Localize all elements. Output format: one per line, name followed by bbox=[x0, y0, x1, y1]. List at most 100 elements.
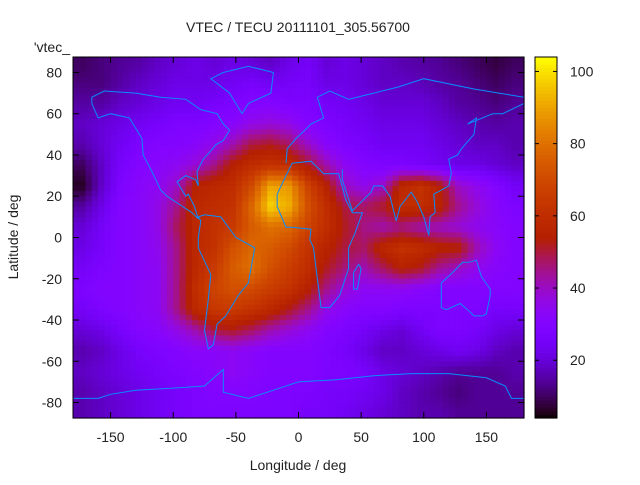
heatmap-cell bbox=[235, 62, 243, 68]
heatmap-cell bbox=[342, 227, 350, 233]
heatmap-cell bbox=[273, 154, 281, 161]
heatmap-cell bbox=[386, 93, 394, 99]
heatmap-cell bbox=[342, 356, 350, 362]
heatmap-cell bbox=[73, 67, 80, 74]
heatmap-cell bbox=[311, 72, 318, 79]
heatmap-cell bbox=[461, 211, 469, 218]
heatmap-cell bbox=[129, 263, 137, 270]
heatmap-cell bbox=[141, 206, 149, 213]
heatmap-cell bbox=[298, 299, 306, 306]
heatmap-cell bbox=[204, 206, 212, 213]
heatmap-cell bbox=[480, 139, 488, 146]
heatmap-cell bbox=[348, 185, 356, 192]
heatmap-cell bbox=[411, 350, 419, 357]
heatmap-cell bbox=[354, 392, 362, 398]
heatmap-cell bbox=[342, 350, 350, 357]
heatmap-cell bbox=[79, 289, 87, 295]
heatmap-cell bbox=[98, 227, 105, 233]
heatmap-cell bbox=[423, 299, 431, 306]
heatmap-cell bbox=[336, 149, 343, 156]
heatmap-cell bbox=[248, 361, 256, 368]
heatmap-cell bbox=[329, 320, 337, 326]
heatmap-cell bbox=[123, 98, 130, 105]
heatmap-cell bbox=[104, 320, 112, 326]
heatmap-cell bbox=[467, 108, 475, 115]
heatmap-cell bbox=[342, 247, 350, 254]
heatmap-cell bbox=[160, 350, 168, 357]
heatmap-cell bbox=[129, 330, 137, 337]
heatmap-cell bbox=[517, 242, 525, 249]
heatmap-cell bbox=[192, 356, 199, 362]
heatmap-cell bbox=[336, 98, 343, 105]
heatmap-cell bbox=[242, 227, 249, 233]
heatmap-cell bbox=[254, 129, 262, 135]
heatmap-cell bbox=[298, 283, 306, 290]
heatmap-cell bbox=[110, 263, 118, 270]
heatmap-cell bbox=[492, 366, 500, 373]
heatmap-cell bbox=[198, 87, 206, 94]
heatmap-cell bbox=[91, 72, 99, 79]
heatmap-cell bbox=[85, 247, 93, 254]
heatmap-cell bbox=[467, 356, 475, 362]
heatmap-cell bbox=[336, 314, 343, 321]
heatmap-cell bbox=[185, 325, 193, 331]
heatmap-cell bbox=[336, 129, 343, 135]
heatmap-cell bbox=[123, 294, 130, 300]
heatmap-cell bbox=[367, 139, 375, 146]
heatmap-cell bbox=[367, 57, 375, 63]
heatmap-cell bbox=[198, 283, 206, 290]
heatmap-cell bbox=[386, 397, 394, 404]
heatmap-cell bbox=[229, 340, 237, 347]
heatmap-cell bbox=[411, 268, 419, 275]
heatmap-cell bbox=[298, 392, 306, 398]
heatmap-cell bbox=[267, 247, 275, 254]
heatmap-cell bbox=[354, 387, 362, 393]
heatmap-cell bbox=[411, 304, 419, 311]
heatmap-cell bbox=[110, 412, 118, 419]
heatmap-cell bbox=[260, 201, 268, 208]
heatmap-cell bbox=[198, 227, 206, 233]
heatmap-cell bbox=[323, 139, 331, 146]
heatmap-cell bbox=[492, 387, 500, 393]
heatmap-cell bbox=[91, 160, 99, 166]
heatmap-cell bbox=[317, 387, 325, 393]
heatmap-cell bbox=[235, 392, 243, 398]
heatmap-cell bbox=[317, 252, 325, 259]
heatmap-cell bbox=[323, 196, 331, 202]
heatmap-cell bbox=[311, 402, 318, 409]
heatmap-cell bbox=[430, 340, 437, 347]
heatmap-cell bbox=[98, 87, 105, 94]
heatmap-cell bbox=[473, 335, 481, 342]
heatmap-cell bbox=[329, 160, 337, 166]
heatmap-cell bbox=[348, 196, 356, 202]
heatmap-cell bbox=[348, 325, 356, 331]
heatmap-cell bbox=[273, 124, 281, 130]
heatmap-cell bbox=[348, 268, 356, 275]
heatmap-cell bbox=[442, 283, 450, 290]
heatmap-cell bbox=[473, 129, 481, 135]
heatmap-cell bbox=[123, 149, 130, 156]
heatmap-cell bbox=[473, 103, 481, 110]
heatmap-cell bbox=[91, 278, 99, 285]
heatmap-cell bbox=[336, 392, 343, 398]
heatmap-cell bbox=[148, 108, 156, 115]
heatmap-cell bbox=[204, 185, 212, 192]
heatmap-cell bbox=[292, 320, 300, 326]
heatmap-cell bbox=[379, 237, 387, 244]
heatmap-cell bbox=[461, 278, 469, 285]
heatmap-cell bbox=[148, 340, 156, 347]
heatmap-cell bbox=[79, 170, 87, 177]
heatmap-cell bbox=[123, 160, 130, 166]
heatmap-cell bbox=[505, 201, 513, 208]
heatmap-cell bbox=[85, 87, 93, 94]
heatmap-cell bbox=[386, 258, 394, 264]
heatmap-cell bbox=[480, 232, 488, 239]
heatmap-cell bbox=[298, 242, 306, 249]
heatmap-cell bbox=[423, 350, 431, 357]
heatmap-cell bbox=[467, 160, 475, 166]
heatmap-cell bbox=[104, 314, 112, 321]
heatmap-cell bbox=[311, 335, 318, 342]
heatmap-cell bbox=[329, 227, 337, 233]
heatmap-cell bbox=[98, 154, 105, 161]
